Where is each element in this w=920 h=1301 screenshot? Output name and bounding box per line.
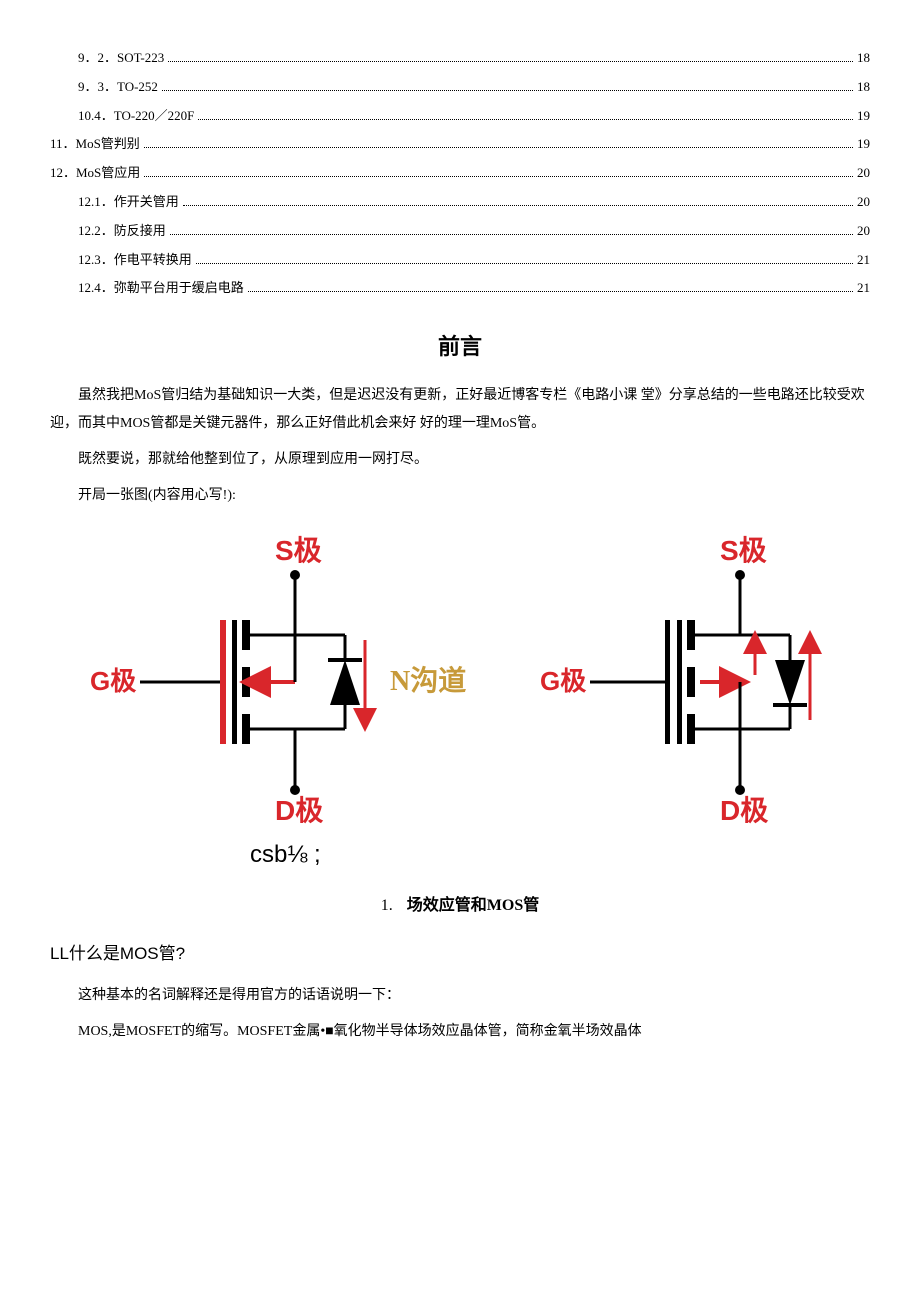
toc-label: 12．MoS管应用	[50, 163, 140, 184]
g-label-right: G极	[540, 666, 587, 696]
toc-label: 9．2．SOT-223	[78, 48, 164, 69]
section-1-num: 1.	[381, 897, 393, 914]
toc-entry: 10.4．TO-220／220F 19	[50, 106, 870, 127]
preface-p1: 虽然我把MoS管归结为基础知识一大类，但是迟迟没有更新，正好最近博客专栏《电路小…	[50, 382, 870, 438]
toc-entry: 12．MoS管应用 20	[50, 163, 870, 184]
toc-page: 19	[857, 134, 870, 155]
toc-entry: 9．3．TO-252 18	[50, 77, 870, 98]
toc-leader	[162, 90, 853, 91]
toc-entry: 12.1．作开关管用 20	[50, 192, 870, 213]
section-1-title: 1. 场效应管和MOS管	[50, 893, 870, 919]
toc-entry: 12.4．弥勒平台用于缓启电路 21	[50, 278, 870, 299]
toc-entry: 12.2．防反接用 20	[50, 221, 870, 242]
toc-leader	[198, 119, 853, 120]
diagram-caption: csb⅛ ;	[250, 836, 870, 874]
toc-leader	[248, 291, 853, 292]
toc-label: 12.2．防反接用	[78, 221, 166, 242]
g-label: G极	[90, 666, 137, 696]
toc-page: 21	[857, 250, 870, 271]
toc-page: 18	[857, 77, 870, 98]
toc-entry: 9．2．SOT-223 18	[50, 48, 870, 69]
toc-label: 10.4．TO-220／220F	[78, 106, 194, 127]
preface-p2: 既然要说，那就给他整到位了，从原理到应用一网打尽。	[50, 446, 870, 474]
toc-leader	[144, 176, 853, 177]
s-label-right: S极	[720, 535, 767, 566]
toc-page: 21	[857, 278, 870, 299]
toc-entry: 12.3．作电平转换用 21	[50, 250, 870, 271]
sub-1-1-p1: 这种基本的名词解释还是得用官方的话语说明一下：	[50, 982, 870, 1010]
toc-page: 19	[857, 106, 870, 127]
toc-leader	[196, 263, 853, 264]
s-label-left: S极	[275, 535, 322, 566]
toc-leader	[183, 205, 853, 206]
mosfet-right-svg: G极 S极 D极	[530, 530, 850, 830]
preface-title: 前言	[50, 329, 870, 364]
toc-entry: 11．MoS管判别 19	[50, 134, 870, 155]
toc-page: 20	[857, 192, 870, 213]
toc-label: 12.1．作开关管用	[78, 192, 179, 213]
toc-label: 11．MoS管判别	[50, 134, 140, 155]
n-channel-label: N沟道	[390, 664, 466, 697]
preface-p3: 开局一张图(内容用心写!):	[50, 482, 870, 510]
toc-label: 12.4．弥勒平台用于缓启电路	[78, 278, 244, 299]
toc-leader	[168, 61, 853, 62]
toc-leader	[144, 147, 853, 148]
toc-label: 9．3．TO-252	[78, 77, 158, 98]
d-label-right: D极	[720, 795, 768, 826]
toc: 9．2．SOT-223 18 9．3．TO-252 18 10.4．TO-220／220…	[50, 48, 870, 299]
toc-leader	[170, 234, 853, 235]
toc-page: 20	[857, 163, 870, 184]
toc-page: 20	[857, 221, 870, 242]
d-label-left: D极	[275, 795, 323, 826]
sub-1-1-heading: LL什么是MOS管?	[50, 940, 870, 967]
toc-label: 12.3．作电平转换用	[78, 250, 192, 271]
toc-page: 18	[857, 48, 870, 69]
mosfet-left-svg: G极 S极 D极 N沟道	[70, 530, 490, 830]
sub-1-1-p2: MOS,是MOSFET的缩写。MOSFET金属•■氧化物半导体场效应晶体管，简称…	[50, 1018, 870, 1046]
mosfet-diagram: G极 S极 D极 N沟道	[50, 530, 870, 830]
section-1-text: 场效应管和MOS管	[407, 897, 539, 914]
